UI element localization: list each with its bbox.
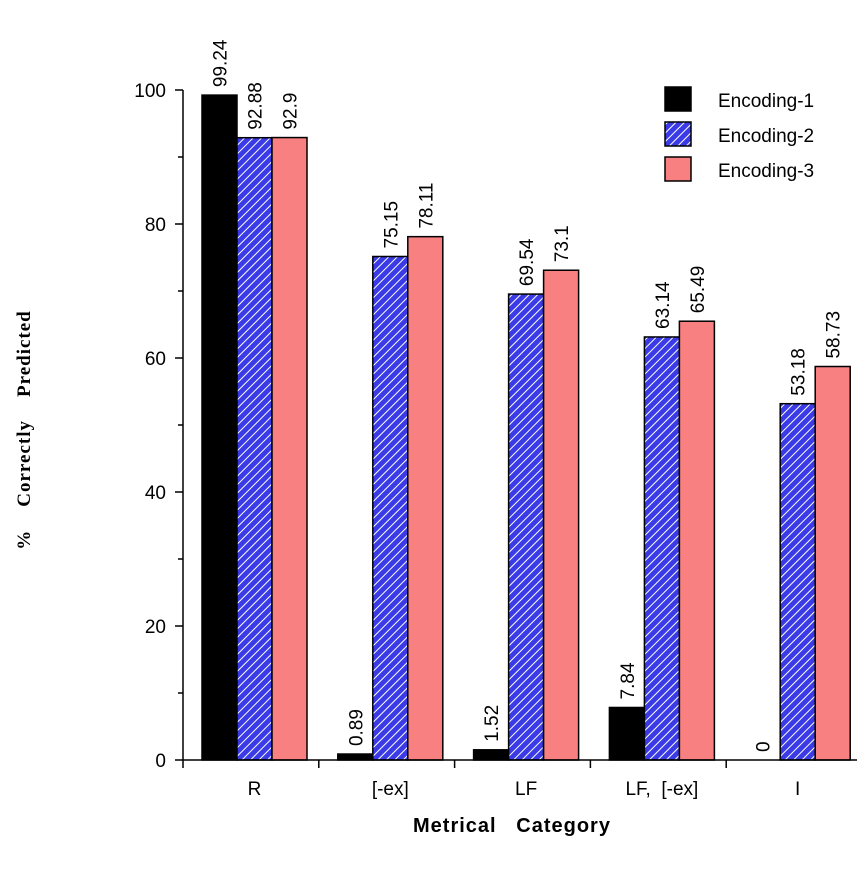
x-tick-label: R	[248, 779, 262, 800]
data-label: 69.54	[517, 238, 538, 286]
bar-encoding-3	[814, 365, 851, 761]
y-tick-label: 0	[155, 751, 166, 772]
data-label: 53.18	[789, 348, 810, 396]
data-label: 92.88	[246, 82, 267, 130]
y-tick-label: 20	[145, 617, 166, 638]
legend-label: Encoding-3	[718, 161, 814, 182]
x-tick-label: LF	[515, 779, 537, 800]
data-label: 63.14	[653, 281, 674, 329]
bar-encoding-3	[542, 269, 580, 761]
bar-encoding-2	[779, 402, 816, 761]
legend-label: Encoding-2	[718, 126, 814, 147]
bar-encoding-3	[678, 320, 716, 761]
data-label: 7.84	[618, 662, 639, 699]
legend-swatch	[664, 121, 692, 147]
x-axis-title: Metrical Category	[413, 815, 611, 837]
data-label: 73.1	[552, 225, 573, 262]
axes-group: 0 20 40 60 80 100 R [-ex] LF LF, [-ex] I	[134, 81, 857, 800]
data-label: 99.24	[211, 39, 232, 87]
legend-label: Encoding-1	[718, 91, 814, 112]
data-label: 75.15	[381, 201, 402, 249]
legend-swatch	[664, 156, 692, 182]
bar-encoding-2	[643, 336, 681, 761]
legend-swatch	[664, 86, 692, 112]
data-label: 58.73	[824, 311, 845, 359]
bars-group	[201, 94, 851, 761]
bar-encoding-1	[608, 706, 646, 761]
bar-encoding-3	[407, 235, 444, 761]
legend: Encoding-1 Encoding-2 Encoding-3	[664, 86, 814, 182]
data-label: 78.11	[416, 183, 437, 229]
bar-encoding-2	[372, 255, 409, 761]
y-tick-label: 60	[145, 349, 166, 370]
bar-encoding-1	[337, 753, 374, 761]
y-tick-label: 40	[145, 483, 166, 504]
data-label: 0.89	[346, 709, 367, 746]
x-tick-label: I	[795, 779, 800, 800]
x-tick-label: [-ex]	[372, 779, 409, 800]
bar-encoding-3	[271, 136, 308, 761]
x-tick-label: LF, [-ex]	[625, 779, 698, 800]
bar-encoding-1	[472, 749, 510, 761]
data-label: 92.9	[281, 93, 302, 130]
bar-encoding-2	[236, 136, 273, 761]
data-labels-group: 99.24 92.88 92.9 0.89 75.15 78.11 1.52 69.54 73.…	[211, 39, 845, 752]
y-tick-label: 100	[134, 81, 166, 102]
data-label: 65.49	[688, 266, 709, 314]
y-axis-title: % Correctly Predicted	[14, 310, 35, 549]
bar-encoding-1	[201, 94, 238, 761]
y-tick-label: 80	[145, 215, 166, 236]
bar-encoding-2	[507, 293, 545, 761]
data-label: 1.52	[482, 705, 503, 742]
data-label: 0	[754, 741, 775, 752]
